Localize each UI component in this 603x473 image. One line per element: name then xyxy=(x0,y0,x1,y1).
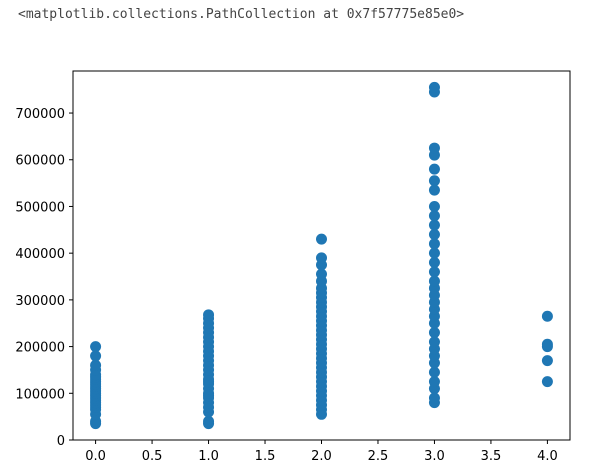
point xyxy=(428,247,440,259)
point xyxy=(541,338,553,350)
y-tick-label: 300000 xyxy=(15,294,65,309)
point xyxy=(428,392,440,404)
point xyxy=(90,350,102,362)
point xyxy=(428,210,440,222)
point xyxy=(316,252,327,264)
point xyxy=(428,200,440,212)
point xyxy=(428,163,440,175)
x-tick-label: 1.5 xyxy=(255,449,276,464)
point xyxy=(541,376,553,388)
x-tick-label: 2.5 xyxy=(368,449,389,464)
point xyxy=(428,257,440,269)
point xyxy=(316,268,327,280)
y-tick-label: 600000 xyxy=(15,154,65,169)
point xyxy=(428,238,440,250)
point xyxy=(428,228,440,240)
point xyxy=(316,233,327,245)
y-tick-label: 700000 xyxy=(15,107,65,122)
y-tick-label: 0 xyxy=(57,434,65,449)
point xyxy=(428,275,440,287)
point xyxy=(428,175,440,187)
x-tick-label: 3.5 xyxy=(481,449,502,464)
point xyxy=(203,415,215,427)
y-tick-label: 200000 xyxy=(15,341,65,356)
point xyxy=(203,309,215,321)
point xyxy=(428,336,440,348)
x-tick-label: 4.0 xyxy=(537,449,558,464)
point xyxy=(428,142,440,154)
point xyxy=(428,184,440,196)
cell-output: <matplotlib.collections.PathCollection a… xyxy=(18,7,465,22)
point xyxy=(541,355,553,367)
point xyxy=(541,310,553,322)
y-tick-label: 100000 xyxy=(15,387,65,402)
x-tick-label: 3.0 xyxy=(424,449,445,464)
x-tick-label: 0.0 xyxy=(85,449,106,464)
x-tick-label: 0.5 xyxy=(142,449,163,464)
point xyxy=(428,366,440,378)
y-tick-label: 400000 xyxy=(15,247,65,262)
point xyxy=(428,327,440,339)
point xyxy=(90,359,102,371)
point xyxy=(90,341,102,353)
point xyxy=(428,81,440,93)
x-tick-label: 1.0 xyxy=(198,449,219,464)
y-tick-label: 500000 xyxy=(15,200,65,215)
point xyxy=(428,219,440,231)
point xyxy=(428,266,440,278)
point xyxy=(428,376,440,388)
x-tick-label: 2.0 xyxy=(311,449,332,464)
